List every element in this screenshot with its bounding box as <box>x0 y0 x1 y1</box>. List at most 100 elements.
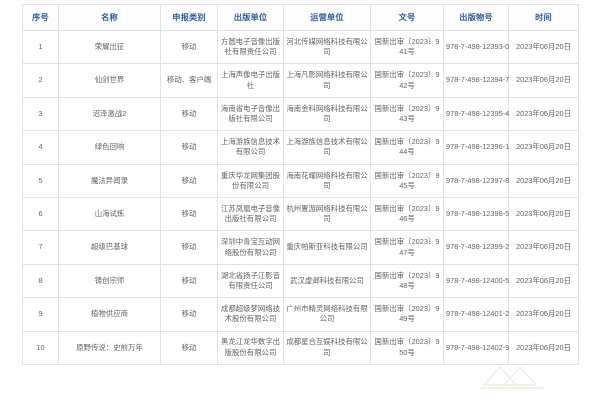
cell-category: 移动 <box>160 196 218 232</box>
cell-date: 2023年06月20日 <box>508 29 579 65</box>
column-header-category: 申报类别 <box>160 4 218 31</box>
cell-date: 2023年06月20日 <box>508 163 579 198</box>
cell-category: 移动 <box>160 29 218 65</box>
cell-operator: 武汉虚邺科技有限公司 <box>283 263 371 299</box>
cell-index: 9 <box>22 297 59 332</box>
cell-index: 10 <box>22 330 59 365</box>
cell-publisher: 湖北省扬子江影音有限责任公司 <box>217 263 284 299</box>
cell-doc_no: 国新出审〔2023〕950号 <box>370 330 444 365</box>
cell-publisher: 黑龙江龙华数字出版股份有限公司 <box>217 330 284 365</box>
column-header-doc-no: 文号 <box>370 4 444 31</box>
table-body: 1 荣耀出征 移动 方圆电子音像出版社有限责任公司 河北传媒网络科技有限公司 国新出审〔2… <box>22 29 579 365</box>
cell-operator: 海南金科网络科技有限公司 <box>283 96 371 132</box>
cell-doc_no: 国新出审〔2023〕942号 <box>370 63 444 98</box>
cell-index: 1 <box>22 29 59 65</box>
column-header-isbn: 出版物号 <box>443 4 509 31</box>
cell-index: 5 <box>22 163 59 198</box>
cell-publisher: 重庆华龙网集团股份有限公司 <box>217 163 284 198</box>
cell-date: 2023年06月20日 <box>508 130 579 165</box>
table-row: 2 仙剑世界 移动、客户端 上海声像电子出版社 上海凡影网络科技有限公司 国新出审〔202… <box>22 63 579 98</box>
cell-publisher: 成都超级梦网络技术股份有限公司 <box>217 297 284 332</box>
cell-publisher: 江苏凤凰电子音像出版社有限公司 <box>217 196 284 232</box>
cell-category: 移动 <box>160 130 218 165</box>
cell-isbn: 978-7-498-12397-8 <box>443 163 509 198</box>
cell-name: 超级巴基球 <box>58 230 161 265</box>
cell-publisher: 海南省电子音像出版社有限公司 <box>217 96 284 132</box>
column-header-date: 时间 <box>508 4 579 31</box>
cell-doc_no: 国新出审〔2023〕945号 <box>370 163 444 198</box>
cell-doc_no: 国新出审〔2023〕946号 <box>370 196 444 232</box>
column-header-operator: 运营单位 <box>283 4 371 31</box>
table-row: 1 荣耀出征 移动 方圆电子音像出版社有限责任公司 河北传媒网络科技有限公司 国新出审〔2… <box>22 29 579 65</box>
cell-index: 4 <box>22 130 59 165</box>
table-header: 序号 名称 申报类别 出版单位 运营单位 文号 出版物号 时间 <box>22 4 579 31</box>
cell-doc_no: 国新出审〔2023〕948号 <box>370 263 444 299</box>
cell-name: 沼泽激战2 <box>58 96 161 132</box>
cell-publisher: 深圳中青宝互动网络股份有限公司 <box>217 230 284 265</box>
cell-doc_no: 国新出审〔2023〕941号 <box>370 29 444 65</box>
cell-date: 2023年06月20日 <box>508 230 579 265</box>
cell-name: 植物供应商 <box>58 297 161 332</box>
cell-date: 2023年06月20日 <box>508 330 579 365</box>
cell-name: 魔法异闻录 <box>58 163 161 198</box>
approval-table-container: 序号 名称 申报类别 出版单位 运营单位 文号 出版物号 时间 1 荣耀出征 移动方… <box>22 4 579 397</box>
cell-date: 2023年06月20日 <box>508 96 579 132</box>
table-row: 5 魔法异闻录 移动 重庆华龙网集团股份有限公司 海南花耀网络科技有限公司 国新出审〔20… <box>22 163 579 198</box>
table-row: 7 超级巴基球 移动 深圳中青宝互动网络股份有限公司 重庆帕斯亚科技有限公司 国新出审〔2… <box>22 230 579 265</box>
cell-doc_no: 国新出审〔2023〕944号 <box>370 130 444 165</box>
cell-date: 2023年06月20日 <box>508 196 579 232</box>
cell-isbn: 978-7-498-12395-4 <box>443 96 509 132</box>
cell-isbn: 978-7-498-12400-5 <box>443 263 509 299</box>
table-row: 10 原野传说：史前万年 移动 黑龙江龙华数字出版股份有限公司 成都星合互娱科技有限公司… <box>22 330 579 365</box>
cell-name: 荣耀出征 <box>58 29 161 65</box>
cell-doc_no: 国新出审〔2023〕949号 <box>370 297 444 332</box>
watermark <box>474 361 570 391</box>
cell-name: 绿色回响 <box>58 130 161 165</box>
cell-name: 铸创宗师 <box>58 263 161 299</box>
cell-operator: 河北传媒网络科技有限公司 <box>283 29 371 65</box>
cell-index: 6 <box>22 196 59 232</box>
table-row: 8 铸创宗师 移动 湖北省扬子江影音有限责任公司 武汉虚邺科技有限公司 国新出审〔2023… <box>22 263 579 299</box>
cell-isbn: 978-7-498-12394-7 <box>443 63 509 98</box>
cell-isbn: 978-7-498-12401-2 <box>443 297 509 332</box>
cell-name: 仙剑世界 <box>58 63 161 98</box>
table-header-row: 序号 名称 申报类别 出版单位 运营单位 文号 出版物号 时间 <box>22 4 579 31</box>
cell-isbn: 978-7-498-12402-9 <box>443 330 509 365</box>
column-header-index: 序号 <box>22 4 59 31</box>
cell-publisher: 上海声像电子出版社 <box>217 63 284 98</box>
cell-isbn: 978-7-498-12393-0 <box>443 29 509 65</box>
cell-index: 3 <box>22 96 59 132</box>
game-approval-table: 序号 名称 申报类别 出版单位 运营单位 文号 出版物号 时间 1 荣耀出征 移动方… <box>22 4 579 365</box>
cell-operator: 重庆帕斯亚科技有限公司 <box>283 230 371 265</box>
cell-operator: 广州市精灵网络科技有限公司 <box>283 297 371 332</box>
cell-name: 山海试炼 <box>58 196 161 232</box>
cell-operator: 海南花耀网络科技有限公司 <box>283 163 371 198</box>
cell-date: 2023年06月20日 <box>508 297 579 332</box>
table-row: 3 沼泽激战2 移动 海南省电子音像出版社有限公司 海南金科网络科技有限公司 国新出审〔2… <box>22 96 579 132</box>
table-row: 9 植物供应商 移动 成都超级梦网络技术股份有限公司 广州市精灵网络科技有限公司 国新出审… <box>22 297 579 332</box>
column-header-name: 名称 <box>58 4 161 31</box>
cell-date: 2023年06月20日 <box>508 263 579 299</box>
cell-category: 移动 <box>160 297 218 332</box>
cell-publisher: 上海游族信息技术有限公司 <box>217 130 284 165</box>
cell-index: 7 <box>22 230 59 265</box>
cell-isbn: 978-7-498-12398-5 <box>443 196 509 232</box>
table-row: 4 绿色回响 移动 上海游族信息技术有限公司 上海游族信息技术有限公司 国新出审〔2023… <box>22 130 579 165</box>
cell-isbn: 978-7-498-12399-2 <box>443 230 509 265</box>
cell-doc_no: 国新出审〔2023〕943号 <box>370 96 444 132</box>
table-row: 6 山海试炼 移动 江苏凤凰电子音像出版社有限公司 杭州置游网络科技有限公司 国新出审〔2… <box>22 196 579 232</box>
cell-operator: 杭州置游网络科技有限公司 <box>283 196 371 232</box>
cell-category: 移动 <box>160 230 218 265</box>
cell-category: 移动 <box>160 263 218 299</box>
cell-index: 2 <box>22 63 59 98</box>
cell-category: 移动、客户端 <box>160 63 218 98</box>
cell-category: 移动 <box>160 163 218 198</box>
cell-doc_no: 国新出审〔2023〕947号 <box>370 230 444 265</box>
cell-operator: 成都星合互娱科技有限公司 <box>283 330 371 365</box>
cell-category: 移动 <box>160 330 218 365</box>
cell-category: 移动 <box>160 96 218 132</box>
cell-name: 原野传说：史前万年 <box>58 330 161 365</box>
cell-publisher: 方圆电子音像出版社有限责任公司 <box>217 29 284 65</box>
cell-isbn: 978-7-498-12396-1 <box>443 130 509 165</box>
cell-index: 8 <box>22 263 59 299</box>
